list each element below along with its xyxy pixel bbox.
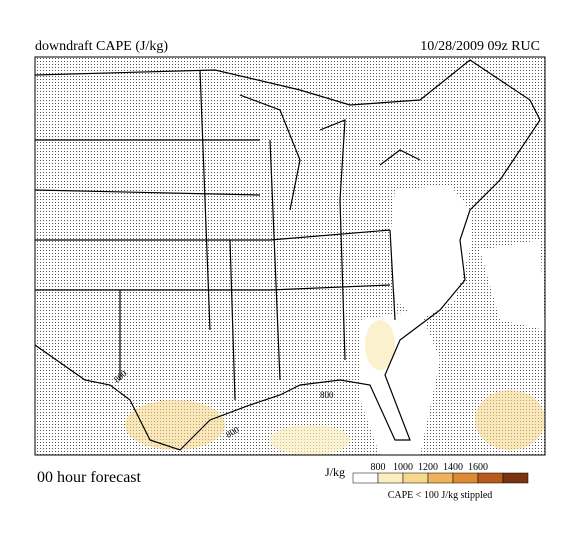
boundaries [35,59,541,451]
map-frame [34,56,546,456]
legend-unit: J/kg [325,465,345,479]
unstippled-area [480,240,545,330]
colorbar-tick-label: 1600 [468,462,488,473]
title: downdraft CAPE (J/kg) [35,39,168,54]
contour-label: 800 [320,390,334,400]
colorbar-tick-label: 1400 [443,462,463,473]
colorbar-tick-label: 1200 [418,462,438,473]
colorbar-box [377,472,404,484]
colorbar-box [402,472,429,484]
colorbar: 800 1000 1200 1400 1600 [352,462,529,484]
stipple-field [35,57,545,455]
cape-shade [125,400,225,450]
colorbar-box [477,472,504,484]
map [35,57,545,455]
colorbar-tick-label: 1000 [393,462,413,473]
cape-shade [270,425,350,455]
forecast-hour: 00 hour forecast [37,469,142,486]
colorbar-box [452,472,479,484]
colorbar-box [352,472,379,484]
colorbar-tick-label: 800 [371,462,386,473]
unstippled-area [390,185,470,320]
stipple-note: CAPE < 100 J/kg stippled [388,490,493,501]
cape-shade [365,320,395,370]
colorbar-box [502,472,529,484]
colorbar-box [427,472,454,484]
valid-time: 10/28/2009 09z RUC [420,39,540,54]
cape-shade [475,390,545,450]
